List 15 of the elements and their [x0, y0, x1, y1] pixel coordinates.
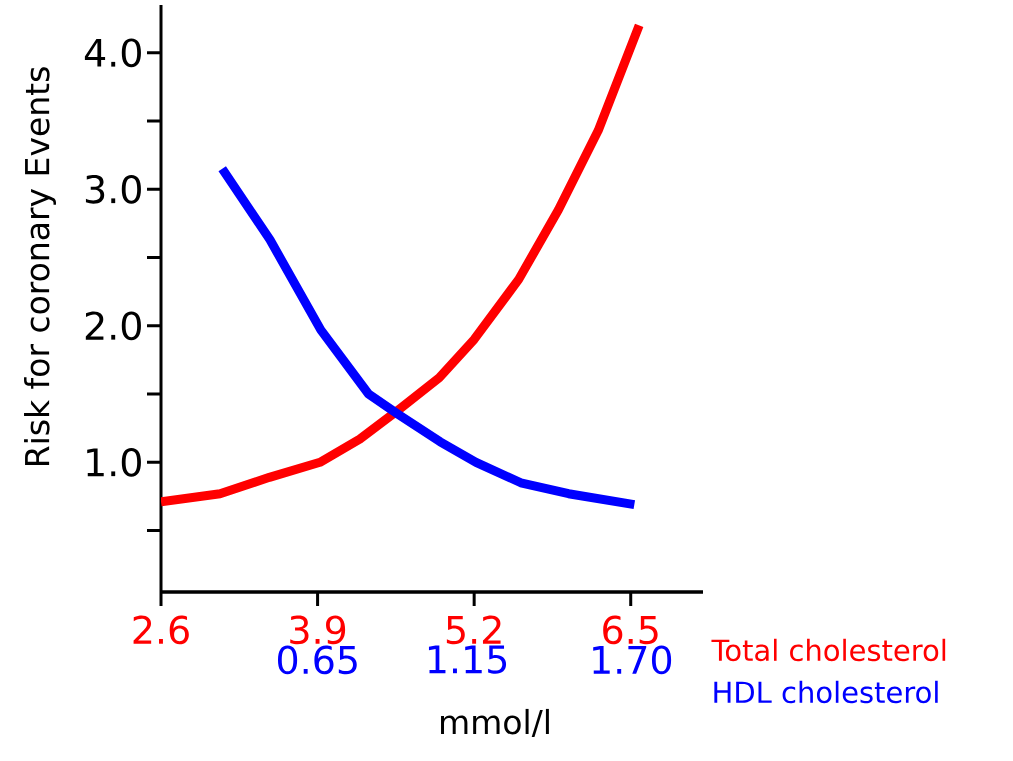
x-tick-label: 2.6: [133, 615, 189, 645]
y-tick-label: 3.0: [85, 174, 141, 204]
y-tick-label: 2.0: [85, 311, 141, 341]
x2-tick-label: 0.65: [277, 645, 357, 675]
text: Total cholesterol: [711, 638, 946, 662]
x2-tick-label: 1.15: [428, 645, 507, 674]
x-tick-label: 3.9: [290, 615, 346, 645]
x-axis-title: mmol/l: [441, 708, 549, 738]
y-axis-title: Risk for coronary Events: [24, 67, 56, 466]
x-tick-label: 5.2: [446, 615, 501, 645]
x2-tick-label: 1.70: [593, 645, 672, 675]
text: HDL cholesterol: [714, 680, 938, 704]
y-tick-label: 1.0: [87, 447, 141, 477]
y-tick-label: 4.0: [84, 38, 141, 68]
x-tick-label: 6.5: [603, 615, 658, 645]
